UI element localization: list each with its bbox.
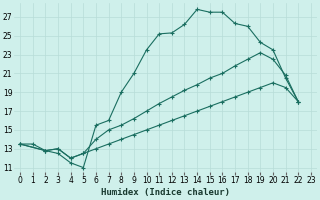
X-axis label: Humidex (Indice chaleur): Humidex (Indice chaleur) <box>101 188 230 197</box>
